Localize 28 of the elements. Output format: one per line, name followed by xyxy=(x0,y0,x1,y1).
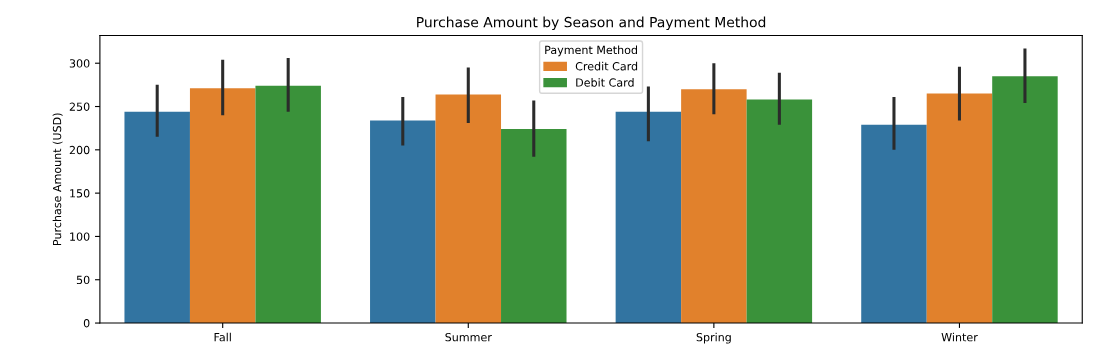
y-tick-label: 50 xyxy=(76,275,90,285)
bar xyxy=(370,120,436,324)
x-tick-label: Winter xyxy=(941,332,978,342)
y-tick-label: 150 xyxy=(70,189,90,198)
bar xyxy=(746,99,813,324)
bar xyxy=(992,76,1058,324)
y-tick-label: 250 xyxy=(69,102,90,111)
legend-label: Debit Card xyxy=(576,78,634,87)
x-tick-label: Fall xyxy=(214,332,231,342)
bar xyxy=(435,94,502,324)
y-axis-title: Purchase Amount (USD) xyxy=(52,113,63,245)
bar xyxy=(255,85,321,324)
x-tick-label: Summer xyxy=(445,332,492,342)
legend-title: Payment Method xyxy=(545,45,637,57)
x-tick-label: Spring xyxy=(696,332,731,344)
bar xyxy=(681,89,747,324)
y-tick-label: 200 xyxy=(69,145,90,155)
y-tick-label: 0 xyxy=(83,319,90,328)
bar xyxy=(189,88,256,324)
y-tick-label: 300 xyxy=(69,59,90,68)
chart-title: Purchase Amount by Season and Payment Method xyxy=(417,16,766,31)
bar xyxy=(926,93,993,324)
bar xyxy=(124,111,190,324)
legend-label: Credit Card xyxy=(575,61,638,71)
bar xyxy=(861,124,927,324)
bar xyxy=(501,129,567,324)
bar xyxy=(615,111,682,324)
y-tick-label: 100 xyxy=(70,232,90,241)
